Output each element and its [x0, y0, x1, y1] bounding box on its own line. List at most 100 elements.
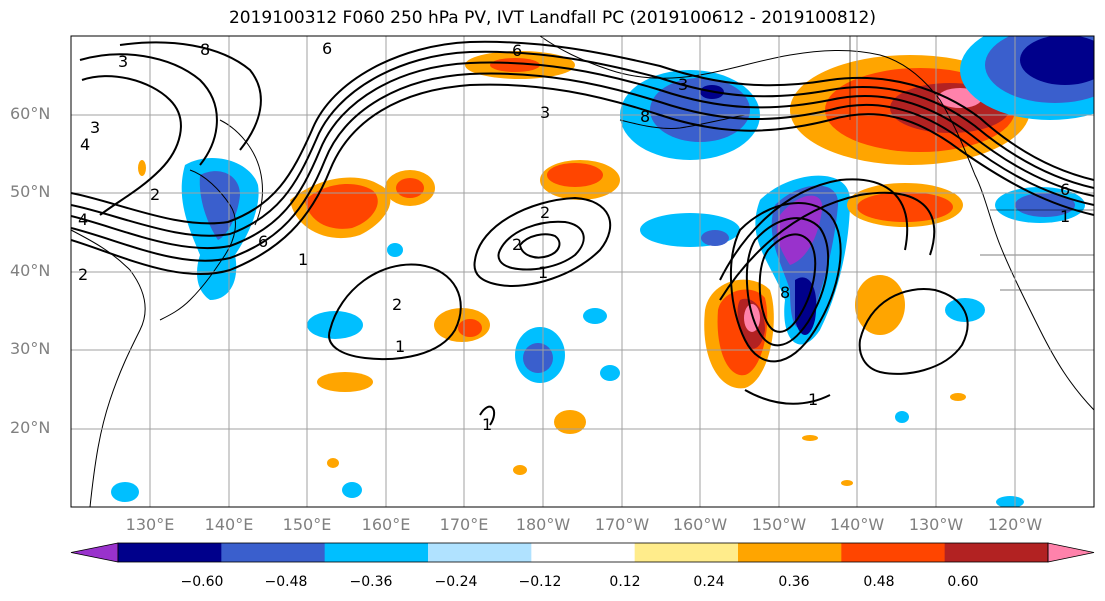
- pv-contour-label: 1: [482, 415, 492, 434]
- colorbar-tick-label: −0.24: [434, 574, 478, 590]
- map-title: 2019100312 F060 250 hPa PV, IVT Landfall…: [228, 8, 876, 28]
- pv-contour: [71, 83, 1094, 276]
- sakhalin-coastline: [219, 119, 263, 226]
- pv-contour-label: 1: [1060, 207, 1070, 226]
- pv-contour-label: 4: [80, 135, 90, 154]
- pv-contour: [81, 75, 182, 216]
- pv-contour-label: 1: [298, 250, 308, 269]
- lat-label: 20°N: [10, 418, 51, 437]
- pv-contour: [473, 196, 612, 287]
- colorbar-segment: [324, 543, 429, 562]
- pv-contour: [719, 191, 936, 301]
- lon-label: 160°W: [672, 515, 728, 534]
- positive-anomaly: [138, 160, 146, 176]
- pv-contour: [858, 288, 969, 375]
- colorbar-segment: [221, 543, 326, 562]
- asia-coastline: [71, 229, 146, 507]
- pv-contour-label: 8: [200, 40, 210, 59]
- negative-anomaly: [342, 482, 362, 498]
- negative-anomaly: [1015, 193, 1075, 217]
- pv-contour: [71, 40, 1094, 225]
- negative-anomaly: [523, 343, 553, 373]
- lon-label: 130°W: [908, 515, 964, 534]
- positive-anomaly: [802, 435, 818, 441]
- colorbar-segment: [841, 543, 946, 562]
- map-frame: [70, 35, 1095, 508]
- colorbar-segment: [634, 543, 739, 562]
- colorbar-tick-label: −0.48: [264, 574, 308, 590]
- positive-anomaly: [841, 480, 853, 486]
- pv-contour: [497, 220, 585, 271]
- pv-contour-label: 8: [780, 283, 790, 302]
- pv-contour-label: 4: [78, 210, 88, 229]
- lat-label: 30°N: [10, 339, 51, 358]
- pv-contour-label: 2: [540, 203, 550, 222]
- colorbar-tick-label: −0.36: [349, 574, 393, 590]
- pv-contour: [758, 233, 817, 333]
- positive-anomaly: [857, 192, 953, 222]
- japan-coastline: [159, 169, 236, 321]
- pv-contour: [745, 217, 830, 347]
- pv-contour-label: 3: [678, 75, 688, 94]
- negative-anomaly: [583, 308, 607, 324]
- pv-contour: [119, 41, 262, 151]
- colorbar-extend-min: [70, 542, 119, 563]
- pv-contour-label: 2: [78, 265, 88, 284]
- positive-anomaly: [305, 184, 378, 229]
- colorbar-tick-label: −0.12: [518, 574, 562, 590]
- negative-anomaly: [701, 230, 729, 246]
- lon-label: 140°W: [829, 515, 885, 534]
- colorbar-segment: [531, 543, 636, 562]
- positive-anomaly: [396, 178, 424, 198]
- positive-anomaly: [327, 458, 339, 468]
- colorbar-frame: [117, 542, 1049, 563]
- pv-contour-labels: 3 8 6 6 3 4 2 3 8 3 2 2 1 2 1 1 1 6 1 8 …: [78, 39, 1070, 434]
- pv-contour-label: 3: [90, 118, 100, 137]
- colorbar-tick-label: 0.48: [863, 574, 895, 590]
- lon-label: 180°W: [515, 515, 571, 534]
- colorbar-tick-label: 0.12: [609, 574, 641, 590]
- negative-anomaly: [307, 311, 363, 339]
- positive-anomaly: [950, 393, 966, 401]
- positive-anomaly: [513, 465, 527, 475]
- negative-anomaly: [111, 482, 139, 502]
- positive-anomaly: [554, 410, 586, 434]
- pv-contour-label: 3: [118, 52, 128, 71]
- lon-label: 150°E: [282, 515, 332, 534]
- pv-contour: [730, 202, 842, 363]
- colorbar-tick-label: 0.60: [947, 574, 979, 590]
- colorbar-tick-label: 0.36: [778, 574, 810, 590]
- pv-contour-label: 6: [1060, 180, 1070, 199]
- lon-label: 140°E: [204, 515, 254, 534]
- negative-anomaly: [996, 496, 1024, 507]
- pv-contour-label: 2: [150, 185, 160, 204]
- pv-contour: [328, 263, 462, 361]
- negative-anomaly: [895, 411, 909, 423]
- pv-contour-label: 1: [808, 390, 818, 409]
- pv-contour-label: 1: [538, 263, 548, 282]
- pv-contour: [79, 53, 218, 166]
- pv-contour: [719, 178, 909, 281]
- negative-anomaly: [1020, 36, 1094, 85]
- pv-contour-label: 2: [512, 235, 522, 254]
- pv-contour: [71, 72, 1094, 262]
- negative-anomaly: [387, 243, 403, 257]
- aleutian-islands: [619, 114, 746, 129]
- colorbar-extend-max: [1047, 542, 1095, 563]
- lon-label: 150°W: [751, 515, 807, 534]
- positive-anomaly: [458, 319, 482, 337]
- lon-label: 120°W: [987, 515, 1043, 534]
- positive-anomaly: [317, 372, 373, 392]
- pv-contour: [71, 61, 1094, 250]
- lat-label: 50°N: [10, 182, 51, 201]
- pv-contours: [71, 40, 1094, 426]
- pv-contour-label: 8: [640, 107, 650, 126]
- pv-contour: [71, 50, 1094, 237]
- pv-contour: [518, 233, 561, 259]
- positive-anomaly: [547, 163, 603, 187]
- colorbar-tick-label: 0.24: [693, 574, 725, 590]
- colorbar-tick-label: −0.60: [180, 574, 224, 590]
- pv-contour-label: 3: [540, 103, 550, 122]
- colorbar-segment: [738, 543, 842, 562]
